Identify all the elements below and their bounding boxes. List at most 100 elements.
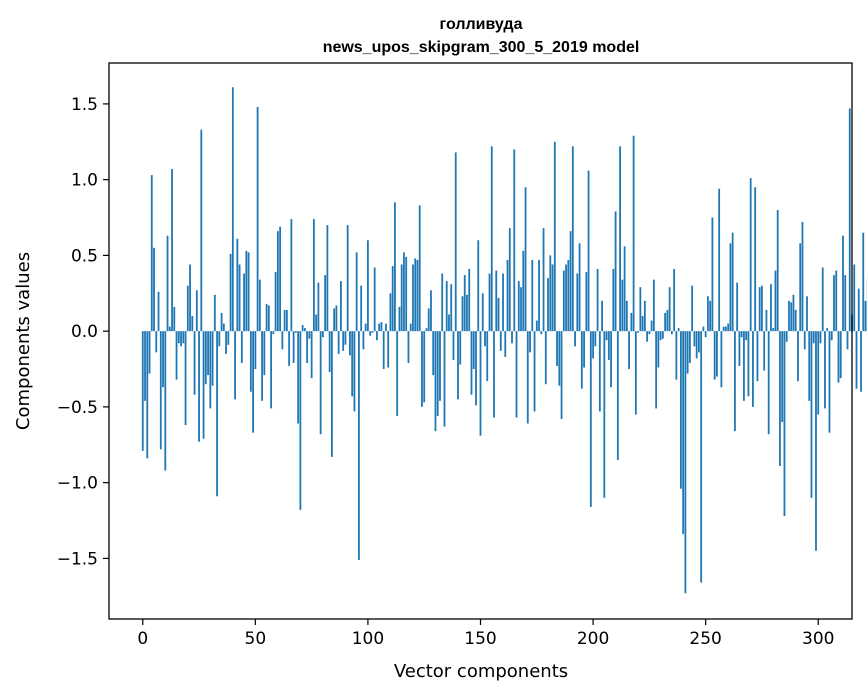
bar (191, 316, 194, 332)
bar (362, 331, 365, 350)
bar (425, 328, 428, 332)
bar (234, 331, 236, 400)
bar (213, 294, 216, 332)
bar (265, 303, 268, 332)
bar (146, 331, 149, 459)
bar (605, 331, 608, 341)
bar (860, 331, 862, 392)
bar (164, 331, 167, 471)
bar (430, 290, 432, 332)
bar (801, 222, 804, 332)
bar (675, 331, 678, 380)
bar (274, 272, 277, 332)
x-tick-label: 50 (245, 629, 267, 649)
bar (549, 255, 552, 332)
bar (497, 297, 500, 332)
bar (279, 226, 282, 332)
bar (734, 331, 736, 432)
bar (625, 300, 628, 332)
bar (774, 270, 777, 332)
bar (247, 252, 250, 332)
x-tick-label: 300 (802, 629, 834, 649)
bar (670, 331, 673, 335)
bar (508, 228, 511, 332)
bar (551, 264, 554, 332)
bar (297, 331, 300, 424)
bar (657, 331, 660, 368)
bar (283, 309, 286, 332)
bar (517, 281, 520, 332)
bar (695, 331, 698, 359)
bar (434, 331, 437, 432)
bar (371, 331, 374, 333)
bar (360, 285, 363, 332)
bar (628, 331, 630, 370)
bar (439, 331, 441, 401)
bar (328, 331, 331, 373)
bar (815, 331, 817, 551)
bar (646, 331, 649, 342)
bar (833, 275, 835, 332)
bar (691, 285, 694, 332)
bar (432, 331, 435, 376)
bar (391, 266, 394, 332)
bar (263, 331, 266, 376)
bar (844, 275, 847, 332)
bar (535, 320, 538, 332)
bar (222, 323, 225, 332)
chart-title-line-2: news_upos_skipgram_300_5_2019 model (323, 39, 640, 56)
bar (493, 331, 495, 418)
bar (308, 331, 311, 339)
bar (520, 287, 522, 332)
bar (141, 331, 144, 451)
bar (506, 259, 509, 332)
bar (621, 279, 624, 332)
bar (256, 106, 259, 332)
bar (186, 285, 189, 332)
bar (810, 331, 813, 498)
bar (414, 258, 417, 332)
bar (315, 314, 318, 332)
y-tick-label: 0.0 (71, 322, 98, 342)
bar (740, 331, 743, 338)
bar (389, 293, 392, 332)
bar (240, 331, 243, 363)
bar (596, 269, 599, 332)
bars-group (141, 87, 867, 594)
bar (454, 152, 457, 332)
bar (643, 300, 646, 332)
x-tick-label: 150 (464, 629, 496, 649)
bar (828, 331, 831, 433)
bar (504, 331, 507, 357)
bar (763, 331, 766, 371)
bar (803, 331, 806, 350)
bar (443, 331, 446, 427)
bar (394, 202, 396, 332)
bar (738, 331, 741, 366)
bar (245, 250, 248, 332)
bar (511, 331, 513, 344)
bar (281, 331, 284, 350)
bar (799, 243, 802, 332)
bar (376, 331, 378, 341)
bar (353, 331, 356, 412)
bar (153, 247, 155, 332)
bar (369, 331, 372, 336)
bar (542, 228, 545, 332)
bar (258, 279, 261, 332)
bar (547, 278, 549, 332)
bar (571, 146, 574, 332)
bar (794, 309, 797, 332)
bar (603, 331, 606, 498)
bar (682, 331, 685, 535)
bar (797, 331, 799, 382)
bar (382, 331, 385, 370)
bar (216, 331, 218, 497)
bar (745, 331, 748, 341)
bar (301, 325, 304, 332)
bar (515, 331, 518, 418)
bar (826, 328, 829, 332)
bar (767, 331, 770, 435)
bar (416, 259, 419, 332)
bar (159, 331, 162, 450)
